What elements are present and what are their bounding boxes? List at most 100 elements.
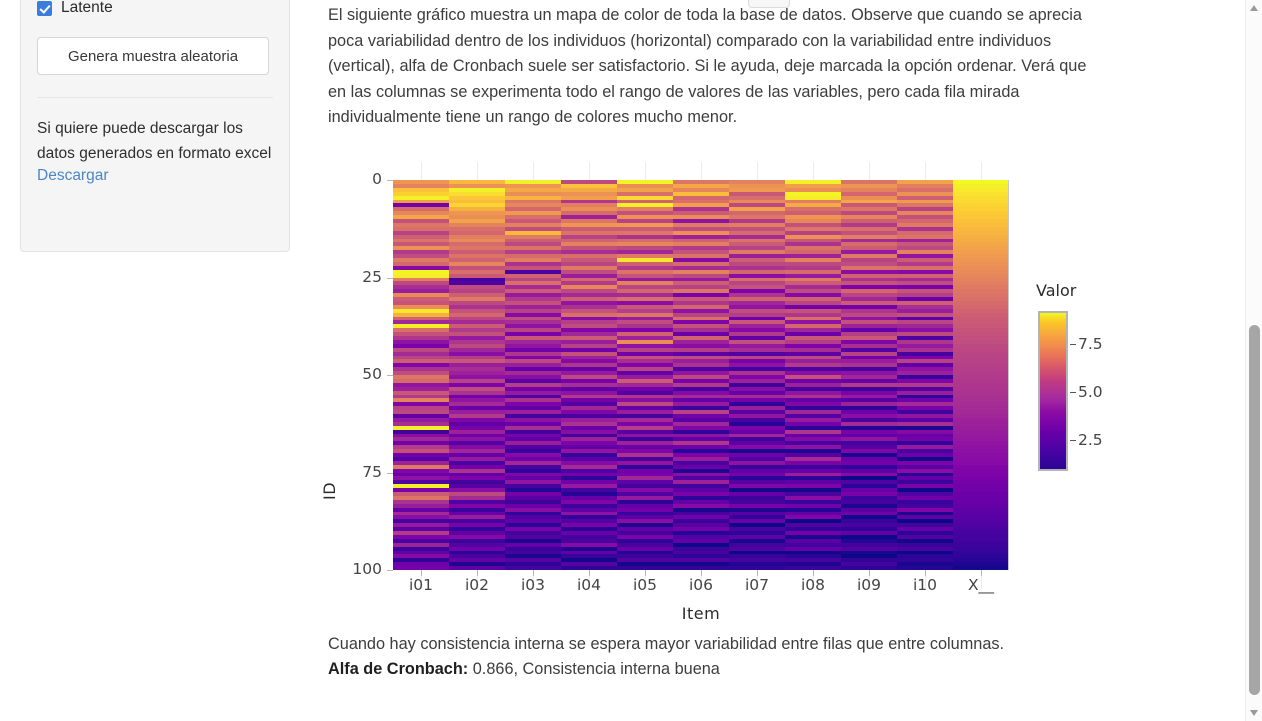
heatmap-cell bbox=[449, 417, 505, 423]
checkbox-checked-icon[interactable] bbox=[37, 0, 52, 16]
heatmap-cell bbox=[505, 445, 561, 450]
heatmap-cell bbox=[617, 503, 673, 509]
heatmap-cell bbox=[841, 495, 897, 501]
heatmap-cell bbox=[729, 328, 785, 333]
heatmap-cell bbox=[841, 511, 897, 516]
heatmap-cell bbox=[449, 261, 505, 267]
heatmap-cell bbox=[953, 207, 1008, 212]
heatmap-cell bbox=[729, 562, 785, 567]
heatmap-cell bbox=[729, 234, 785, 240]
heatmap-cell bbox=[953, 289, 1008, 294]
heatmap-cell bbox=[561, 523, 617, 528]
heatmap-cell bbox=[897, 219, 953, 224]
heatmap-cell bbox=[393, 484, 449, 489]
heatmap-cell bbox=[393, 183, 449, 189]
heatmap-cell bbox=[505, 449, 561, 454]
scrollbar-thumb[interactable] bbox=[1249, 325, 1260, 695]
controls-panel: Latente Genera muestra aleatoria Si quie… bbox=[20, 0, 290, 252]
heatmap-cell bbox=[617, 527, 673, 532]
heatmap-cell bbox=[505, 378, 561, 384]
heatmap-cell bbox=[785, 199, 841, 204]
heatmap-cell bbox=[673, 324, 729, 329]
cronbach-alpha-label: Alfa de Cronbach: bbox=[328, 660, 469, 678]
partial-control-above-fold[interactable] bbox=[748, 0, 790, 8]
heatmap-cell bbox=[953, 351, 1008, 357]
heatmap-cell bbox=[785, 425, 841, 431]
download-link[interactable]: Descargar bbox=[37, 167, 109, 184]
heatmap-cell bbox=[729, 566, 785, 570]
heatmap-cell bbox=[673, 464, 729, 470]
heatmap-cell bbox=[617, 382, 673, 388]
heatmap-cell bbox=[729, 402, 785, 407]
colorbar-tick-mark bbox=[1070, 440, 1076, 442]
heatmap-cell bbox=[785, 546, 841, 552]
heatmap-cell bbox=[953, 425, 1008, 431]
heatmap-cell bbox=[393, 215, 449, 220]
heatmap-cell bbox=[897, 495, 953, 501]
heatmap-cell bbox=[897, 183, 953, 189]
heatmap-cell bbox=[841, 398, 897, 403]
generate-random-sample-button[interactable]: Genera muestra aleatoria bbox=[37, 37, 269, 75]
heatmap-cell bbox=[897, 254, 953, 259]
heatmap-cell bbox=[897, 281, 953, 286]
heatmap-cell bbox=[393, 378, 449, 384]
heatmap-cell bbox=[953, 183, 1008, 189]
heatmap-cell bbox=[673, 523, 729, 528]
heatmap-cell bbox=[729, 386, 785, 392]
heatmap-cell bbox=[449, 445, 505, 450]
heatmap-cell bbox=[449, 300, 505, 306]
heatmap-cell bbox=[673, 558, 729, 563]
heatmap-cell bbox=[617, 507, 673, 513]
heatmap-cell bbox=[449, 538, 505, 544]
heatmap-cell bbox=[729, 195, 785, 201]
heatmap-cell bbox=[953, 359, 1008, 364]
vertical-scrollbar[interactable] bbox=[1245, 0, 1262, 721]
heatmap-cell bbox=[785, 542, 841, 548]
scroll-down-arrow-icon[interactable] bbox=[1246, 704, 1262, 721]
heatmap-cell bbox=[449, 546, 505, 552]
heatmap-cell bbox=[897, 546, 953, 552]
heatmap-cell bbox=[561, 382, 617, 388]
heatmap-cell bbox=[841, 222, 897, 228]
heatmap-cell bbox=[617, 421, 673, 427]
heatmap-cell bbox=[561, 199, 617, 204]
heatmap-cell bbox=[449, 222, 505, 228]
heatmap-cell bbox=[785, 312, 841, 318]
heatmap-cell bbox=[393, 503, 449, 509]
heatmap-cell bbox=[673, 293, 729, 298]
heatmap-cell bbox=[505, 222, 561, 228]
heatmap-cell bbox=[841, 527, 897, 532]
heatmap-cell bbox=[953, 320, 1008, 325]
heatmap-cell bbox=[617, 437, 673, 442]
heatmap-cell bbox=[953, 191, 1008, 197]
heatmap-cell bbox=[561, 441, 617, 446]
heatmap-cell bbox=[393, 339, 449, 345]
heatmap-cell bbox=[561, 359, 617, 364]
heatmap-cell bbox=[841, 464, 897, 470]
heatmap-cell bbox=[673, 503, 729, 509]
heatmap-cell bbox=[841, 367, 897, 372]
heatmap-cell bbox=[449, 562, 505, 567]
heatmap-cell bbox=[673, 180, 729, 185]
gridline-top bbox=[421, 162, 422, 180]
heatmap-cell bbox=[449, 328, 505, 333]
heatmap-cell bbox=[785, 285, 841, 290]
heatmap-cell bbox=[561, 246, 617, 251]
checkbox-latente[interactable]: Latente bbox=[37, 0, 273, 19]
heatmap-cell bbox=[617, 238, 673, 243]
heatmap-cell bbox=[617, 297, 673, 302]
heatmap-cell bbox=[897, 456, 953, 462]
heatmap-cell bbox=[729, 363, 785, 368]
heatmap-cell bbox=[449, 359, 505, 364]
heatmap-cell bbox=[673, 347, 729, 353]
gridline-top bbox=[701, 162, 702, 180]
heatmap-cell bbox=[729, 191, 785, 197]
heatmap-cell bbox=[729, 495, 785, 501]
y-tick-mark bbox=[387, 472, 393, 474]
heatmap-cell bbox=[841, 219, 897, 224]
heatmap-cell bbox=[505, 456, 561, 462]
heatmap-cell bbox=[729, 304, 785, 310]
scroll-up-arrow-icon[interactable] bbox=[1246, 0, 1262, 17]
heatmap-cell bbox=[841, 328, 897, 333]
heatmap-cell bbox=[617, 289, 673, 294]
